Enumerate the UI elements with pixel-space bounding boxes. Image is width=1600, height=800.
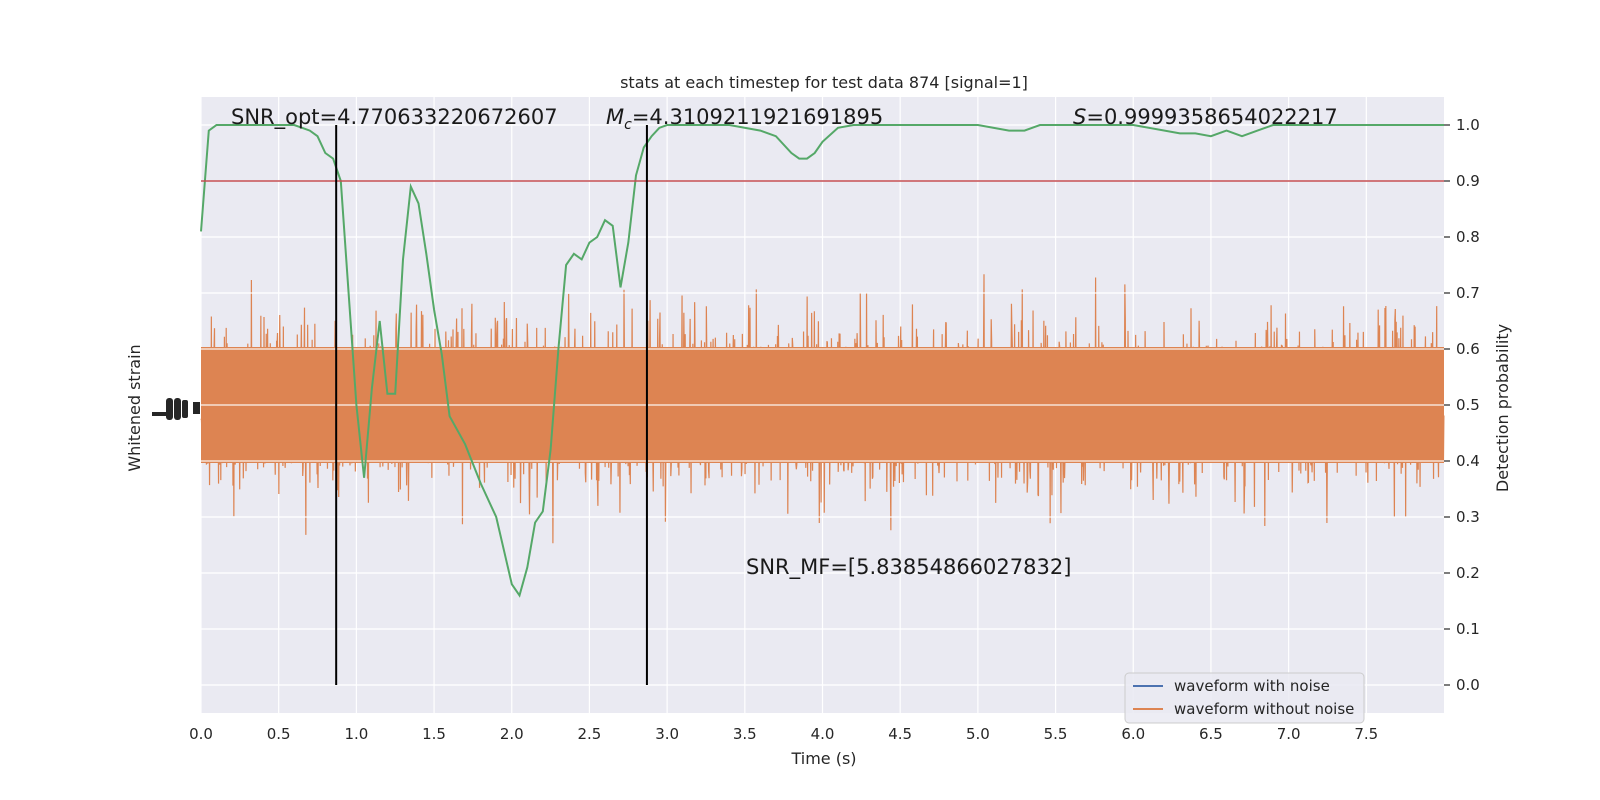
x-tick-label: 2.5	[578, 725, 602, 743]
detection-probability-line	[200, 124, 1444, 598]
y-right-axis-ticks: 0.0 0.1 0.2 0.3 0.4 0.5 0.6 0.7 0.8 0.9 1.0	[1444, 116, 1480, 694]
x-tick-label: 0.5	[267, 725, 291, 743]
legend-label-noisy: waveform with noise	[1174, 677, 1330, 695]
legend: waveform with noise waveform without noi…	[1124, 672, 1365, 724]
y-left-axis-label: Whitened strain	[125, 344, 144, 471]
y-right-tick-label: 0.0	[1456, 676, 1480, 694]
x-tick-label: 2.0	[500, 725, 524, 743]
s-score-symbol: S	[1073, 105, 1086, 129]
y-right-tick-label: 0.3	[1456, 508, 1480, 526]
snr-mf-annotation: SNR_MF=[5.83854866027832]	[746, 555, 1071, 580]
x-tick-label: 1.0	[344, 725, 368, 743]
snr-opt-annotation: SNR_opt=4.770633220672607	[231, 105, 558, 130]
x-tick-label: 7.0	[1277, 725, 1301, 743]
x-tick-label: 4.0	[811, 725, 835, 743]
x-axis-label: Time (s)	[790, 749, 856, 768]
strain-trace	[200, 124, 1445, 686]
x-tick-label: 3.0	[655, 725, 679, 743]
y-right-tick-label: 0.2	[1456, 564, 1480, 582]
x-tick-label: 5.0	[966, 725, 990, 743]
s-score-annotation: S=0.9999358654022217	[1073, 105, 1338, 129]
s-score-value: =0.9999358654022217	[1086, 105, 1337, 129]
y-right-tick-label: 0.1	[1456, 620, 1480, 638]
legend-box	[1124, 672, 1365, 724]
chart-title: stats at each timestep for test data 874…	[620, 73, 1028, 92]
x-tick-label: 0.0	[189, 725, 213, 743]
x-tick-label: 5.5	[1044, 725, 1068, 743]
y-right-tick-label: 0.6	[1456, 340, 1480, 358]
left-axis-squashed-ticks	[152, 398, 200, 420]
legend-label-clean: waveform without noise	[1174, 700, 1354, 718]
y-right-tick-label: 0.8	[1456, 228, 1480, 246]
x-tick-label: 1.5	[422, 725, 446, 743]
x-axis-ticks: 0.0 0.5 1.0 1.5 2.0 2.5 3.0 3.5 4.0 4.5 5.0 5.5 6.0 6…	[189, 725, 1378, 743]
x-tick-label: 6.0	[1121, 725, 1145, 743]
x-tick-label: 3.5	[733, 725, 757, 743]
y-right-tick-label: 1.0	[1456, 116, 1480, 134]
y-right-tick-label: 0.7	[1456, 284, 1480, 302]
x-tick-label: 6.5	[1199, 725, 1223, 743]
x-tick-label: 7.5	[1354, 725, 1378, 743]
y-right-tick-label: 0.4	[1456, 452, 1480, 470]
y-right-axis-label: Detection probability	[1493, 324, 1512, 492]
x-tick-label: 4.5	[888, 725, 912, 743]
event-markers	[335, 125, 648, 685]
y-right-tick-label: 0.5	[1456, 396, 1480, 414]
chirp-mass-annotation: Mc=4.3109211921691895	[606, 105, 883, 133]
chirp-mass-value: =4.3109211921691895	[632, 105, 883, 129]
chirp-mass-subscript: c	[624, 117, 632, 133]
y-right-tick-label: 0.9	[1456, 172, 1480, 190]
chirp-mass-symbol: M	[606, 105, 624, 129]
